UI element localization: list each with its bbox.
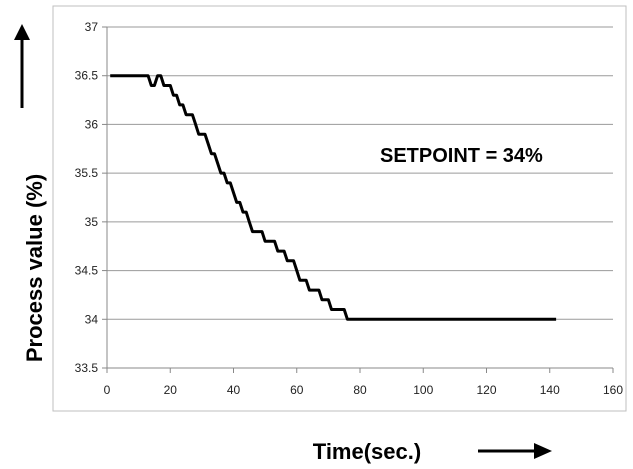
y-tick-label: 36 (85, 117, 99, 131)
axes (106, 27, 613, 369)
y-tick-label: 36.5 (75, 69, 99, 83)
x-tick-labels: 0 20 40 60 80 100 120 140 160 (104, 368, 623, 397)
x-tick-label: 0 (104, 383, 111, 397)
y-tick-label: 35.5 (75, 166, 99, 180)
setpoint-annotation: SETPOINT = 34% (380, 145, 543, 167)
process-value-line (110, 74, 557, 321)
series-group (110, 74, 557, 321)
x-axis-label: Time(sec.) (313, 439, 421, 464)
x-tick-label: 80 (353, 383, 367, 397)
x-tick-label: 40 (227, 383, 241, 397)
y-tick-label: 34.5 (75, 264, 99, 278)
y-tick-label: 34 (85, 312, 99, 326)
x-tick-label: 140 (540, 383, 560, 397)
chart-frame (52, 5, 627, 412)
gridlines (107, 26, 613, 320)
y-tick-labels: 33.5 34 34.5 35 35.5 36 36.5 37 (75, 20, 107, 375)
x-arrow-icon (478, 443, 552, 459)
x-tick-label: 120 (476, 383, 496, 397)
y-tick-label: 35 (85, 215, 99, 229)
y-tick-label: 37 (85, 20, 99, 34)
y-arrow-icon (14, 24, 30, 108)
y-axis-label: Process value (%) (22, 174, 47, 362)
x-tick-label: 100 (413, 383, 433, 397)
x-tick-label: 160 (603, 383, 623, 397)
y-tick-label: 33.5 (75, 361, 99, 375)
x-tick-label: 20 (164, 383, 178, 397)
x-tick-label: 60 (290, 383, 304, 397)
